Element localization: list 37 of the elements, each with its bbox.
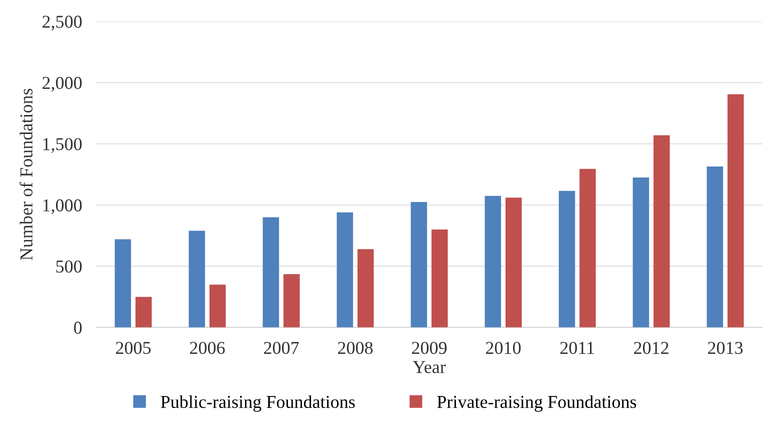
y-axis-title: Number of Foundations	[20, 88, 33, 260]
legend-label: Public-raising Foundations	[160, 395, 355, 412]
y-tick-label: 500	[56, 260, 82, 273]
bar	[188, 230, 206, 328]
x-tick-label: 2005	[116, 342, 151, 354]
bar	[484, 196, 502, 328]
bar	[357, 249, 374, 328]
y-tick-label: 1,000	[43, 199, 82, 214]
bar	[632, 177, 650, 328]
x-tick-label: 2011	[560, 342, 594, 354]
bar	[410, 202, 428, 328]
x-tick-label: 2008	[338, 342, 373, 354]
x-tick-label: 2010	[486, 342, 521, 354]
bar	[706, 166, 724, 328]
x-tick-label: 2013	[708, 342, 743, 354]
x-tick-label: 2009	[412, 342, 447, 354]
y-tick-label: 0	[74, 322, 82, 334]
bar	[114, 239, 132, 328]
bar	[336, 212, 354, 328]
legend-label: Private-raising Foundations	[437, 395, 636, 412]
y-tick-label: 2,000	[42, 76, 82, 92]
bar	[262, 217, 280, 328]
bar	[506, 198, 522, 328]
bar	[209, 284, 226, 328]
bar	[654, 135, 670, 328]
bar	[728, 94, 744, 328]
x-tick-label: 2006	[190, 342, 225, 354]
y-tick-label: 1,500	[43, 138, 82, 153]
x-tick-label: 2012	[634, 342, 668, 354]
bar	[431, 229, 448, 328]
x-axis-title: Year	[412, 361, 446, 374]
bar	[558, 190, 576, 328]
x-tick-label: 2007	[264, 342, 299, 354]
y-tick-label: 2,500	[42, 16, 82, 30]
bar	[283, 274, 300, 328]
bar	[135, 296, 152, 328]
bar	[580, 168, 596, 328]
